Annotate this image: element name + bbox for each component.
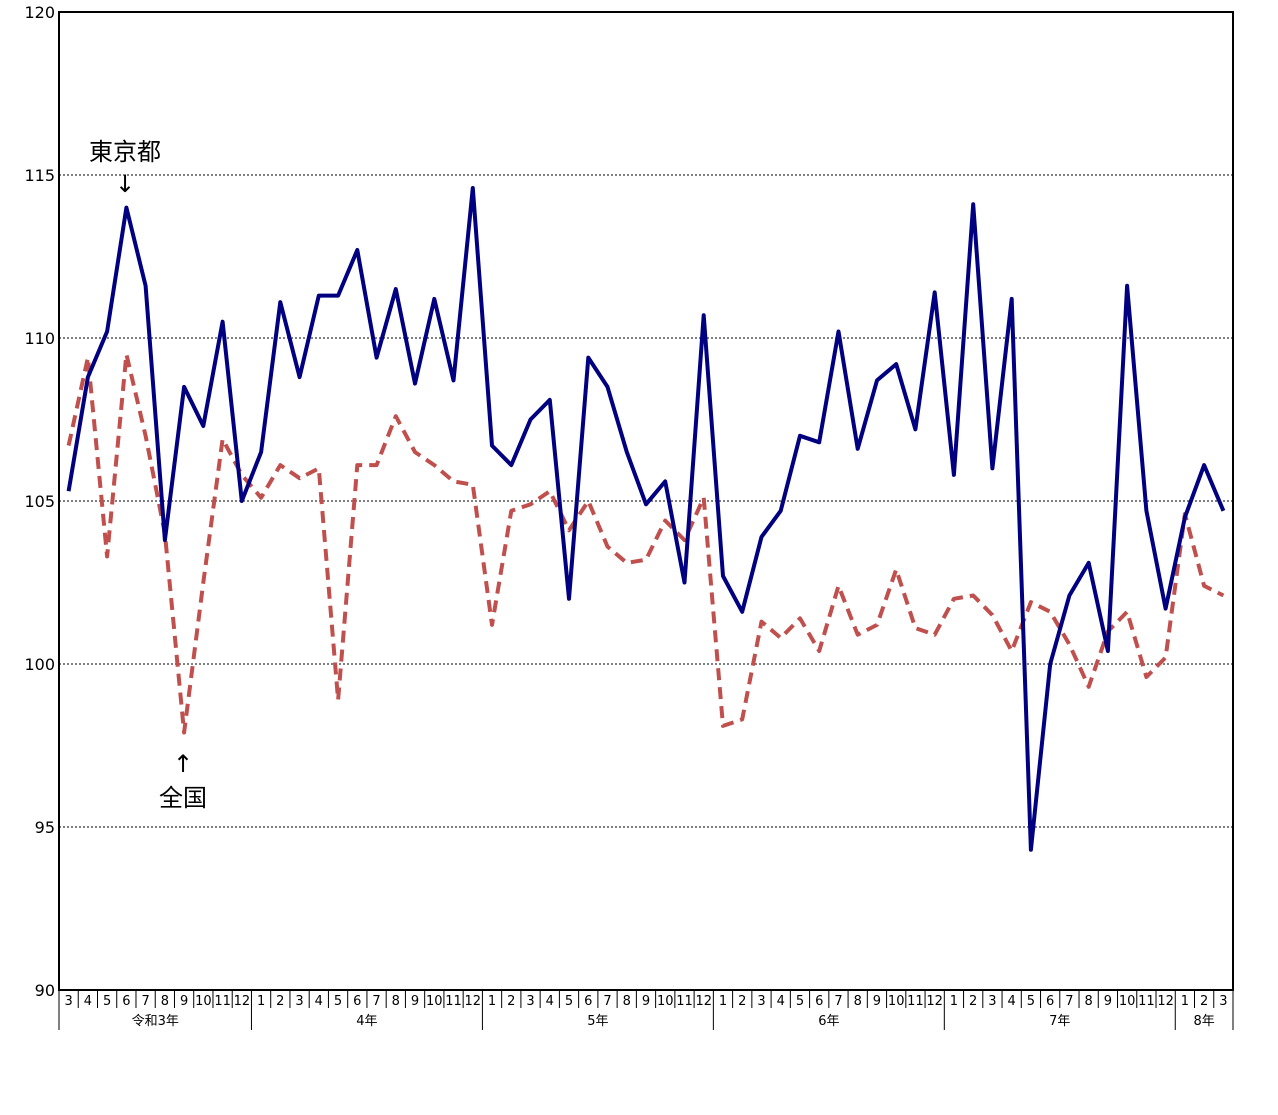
x-tick-label: 6 [815, 994, 823, 1009]
x-axis: 3 4 5 6 7 8 9 10 11 12 1 2 3 4 5 6 7 8 9 10 11 12 1 2 3 4 5 6 7 8 9 10 1… [58, 990, 1234, 1030]
x-tick-label: 6 [1046, 994, 1054, 1009]
x-tick-label: 9 [180, 994, 188, 1009]
x-tick-label: 4 [546, 994, 554, 1009]
x-tick-label: 4 [315, 994, 323, 1009]
x-tick-label: 5 [796, 994, 804, 1009]
y-tick-label: 95 [35, 818, 55, 837]
y-tick-label: 120 [24, 3, 55, 22]
x-tick-label: 9 [411, 994, 419, 1009]
x-tick-label: 7 [834, 994, 842, 1009]
year-label: 5年 [587, 1014, 608, 1029]
x-tick-label: 9 [873, 994, 881, 1009]
x-tick-label: 5 [565, 994, 573, 1009]
x-tick-label: 6 [122, 994, 130, 1009]
x-tick-label: 10 [1119, 994, 1136, 1009]
x-tick-label: 9 [1104, 994, 1112, 1009]
x-tick-label: 5 [1027, 994, 1035, 1009]
year-label: 令和3年 [132, 1014, 179, 1029]
x-tick-label: 8 [854, 994, 862, 1009]
x-tick-label: 2 [738, 994, 746, 1009]
y-axis: 90 95 100 105 110 115 120 [24, 3, 55, 1000]
x-tick-label: 2 [1200, 994, 1208, 1009]
x-tick-label: 12 [465, 994, 482, 1009]
x-tick-label: 1 [257, 994, 265, 1009]
x-tick-label: 11 [214, 994, 231, 1009]
x-tick-label: 4 [84, 994, 92, 1009]
x-tick-label: 2 [507, 994, 515, 1009]
x-tick-label: 2 [276, 994, 284, 1009]
series-line-zenkoku [66, 352, 1225, 735]
x-tick-label: 8 [1085, 994, 1093, 1009]
series-line-tokyo [66, 186, 1226, 852]
annotation-zenkoku-arrow-icon: ↑ [173, 750, 193, 778]
x-tick-label: 11 [676, 994, 693, 1009]
x-tick-label: 1 [950, 994, 958, 1009]
x-tick-label: 10 [657, 994, 674, 1009]
x-tick-label: 3 [526, 994, 534, 1009]
x-tick-label: 1 [1181, 994, 1189, 1009]
y-tick-label: 110 [24, 329, 55, 348]
x-tick-label: 7 [372, 994, 380, 1009]
x-tick-label: 11 [1138, 994, 1155, 1009]
x-tick-label: 4 [777, 994, 785, 1009]
annotation-tokyo-label: 東京都 [89, 138, 161, 166]
x-tick-label: 1 [488, 994, 496, 1009]
year-label: 6年 [818, 1014, 839, 1029]
x-tick-label: 5 [103, 994, 111, 1009]
x-tick-label: 11 [445, 994, 462, 1009]
x-tick-label: 2 [969, 994, 977, 1009]
x-tick-label: 5 [334, 994, 342, 1009]
x-tick-label: 8 [623, 994, 631, 1009]
x-tick-label: 10 [426, 994, 443, 1009]
x-tick-label: 3 [757, 994, 765, 1009]
series-lines [66, 186, 1226, 852]
x-tick-label: 8 [392, 994, 400, 1009]
x-tick-label: 7 [1065, 994, 1073, 1009]
x-tick-label: 3 [295, 994, 303, 1009]
x-tick-label: 9 [642, 994, 650, 1009]
x-tick-label: 6 [353, 994, 361, 1009]
x-tick-label: 3 [64, 994, 72, 1009]
year-label: 8年 [1193, 1014, 1214, 1029]
x-tick-label: 11 [907, 994, 924, 1009]
x-tick-label: 10 [888, 994, 905, 1009]
x-tick-label: 7 [141, 994, 149, 1009]
y-tick-label: 105 [24, 492, 55, 511]
x-tick-label: 12 [695, 994, 712, 1009]
x-tick-label: 10 [195, 994, 212, 1009]
x-tick-label: 8 [161, 994, 169, 1009]
annotation-zenkoku-label: 全国 [159, 784, 207, 812]
x-tick-label: 4 [1008, 994, 1016, 1009]
y-tick-label: 115 [24, 166, 55, 185]
y-tick-label: 90 [35, 981, 55, 1000]
x-tick-label: 3 [988, 994, 996, 1009]
year-label: 7年 [1049, 1014, 1070, 1029]
x-tick-label: 12 [1157, 994, 1174, 1009]
x-tick-label: 1 [719, 994, 727, 1009]
annotation-tokyo-arrow-icon: ↓ [115, 170, 135, 198]
year-label: 4年 [356, 1014, 377, 1029]
plot-frame [58, 11, 1234, 991]
x-tick-label: 3 [1219, 994, 1227, 1009]
y-tick-label: 100 [24, 655, 55, 674]
x-tick-label: 7 [603, 994, 611, 1009]
x-tick-label: 12 [926, 994, 943, 1009]
x-tick-label: 6 [584, 994, 592, 1009]
x-tick-label: 12 [234, 994, 251, 1009]
